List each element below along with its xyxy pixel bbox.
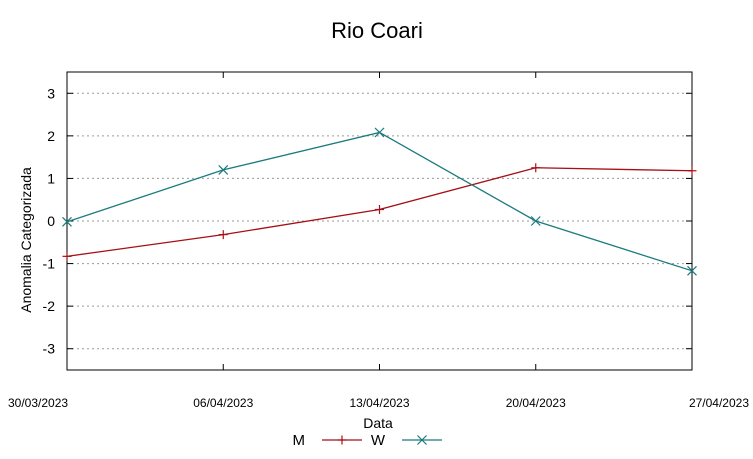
- legend-marker-W: [417, 435, 427, 445]
- y-tick-label: -2: [43, 298, 56, 314]
- data-point-W: [62, 216, 72, 227]
- y-tick-label: 0: [47, 213, 55, 229]
- data-point-W: [530, 216, 541, 226]
- plot-frame: [66, 71, 693, 371]
- data-point-W: [374, 127, 385, 138]
- x-tick-label: 06/04/2023: [193, 396, 253, 410]
- legend-label-W: W: [371, 432, 386, 449]
- data-point-W: [218, 164, 229, 175]
- data-point-M: [62, 251, 72, 261]
- x-tick-label: 30/03/2023: [8, 396, 68, 410]
- chart-title: Rio Coari: [331, 18, 423, 43]
- data-point-M: [687, 166, 697, 176]
- y-tick-label: 1: [47, 170, 55, 186]
- data-point-M: [218, 230, 228, 240]
- data-point-M: [531, 163, 541, 173]
- x-tick-label: 13/04/2023: [349, 396, 409, 410]
- y-tick-label: -3: [43, 341, 56, 357]
- legend-label-M: M: [293, 432, 306, 449]
- data-point-M: [375, 205, 384, 215]
- x-axis-ticks: 30/03/2023 06/04/2023 13/04/2023 20/04/2023…: [8, 72, 749, 410]
- x-tick-label: 27/04/2023: [689, 396, 749, 410]
- x-axis-label: Data: [363, 415, 393, 431]
- y-tick-label: -1: [43, 256, 56, 272]
- legend-marker-M: [337, 435, 347, 445]
- series-lines: [62, 127, 697, 276]
- y-axis-label: Anomalia Categorizada: [18, 167, 34, 313]
- series-line-W: [66, 131, 693, 272]
- x-tick-label: 20/04/2023: [506, 396, 566, 410]
- series-M: [62, 163, 697, 261]
- y-axis-ticks: -3 -2 -1 0 1 2 3: [43, 85, 692, 357]
- data-point-W: [687, 265, 697, 276]
- y-tick-label: 2: [47, 128, 55, 144]
- grid-lines: [67, 92, 692, 350]
- series-W: [62, 127, 697, 276]
- y-tick-label: 3: [47, 85, 55, 101]
